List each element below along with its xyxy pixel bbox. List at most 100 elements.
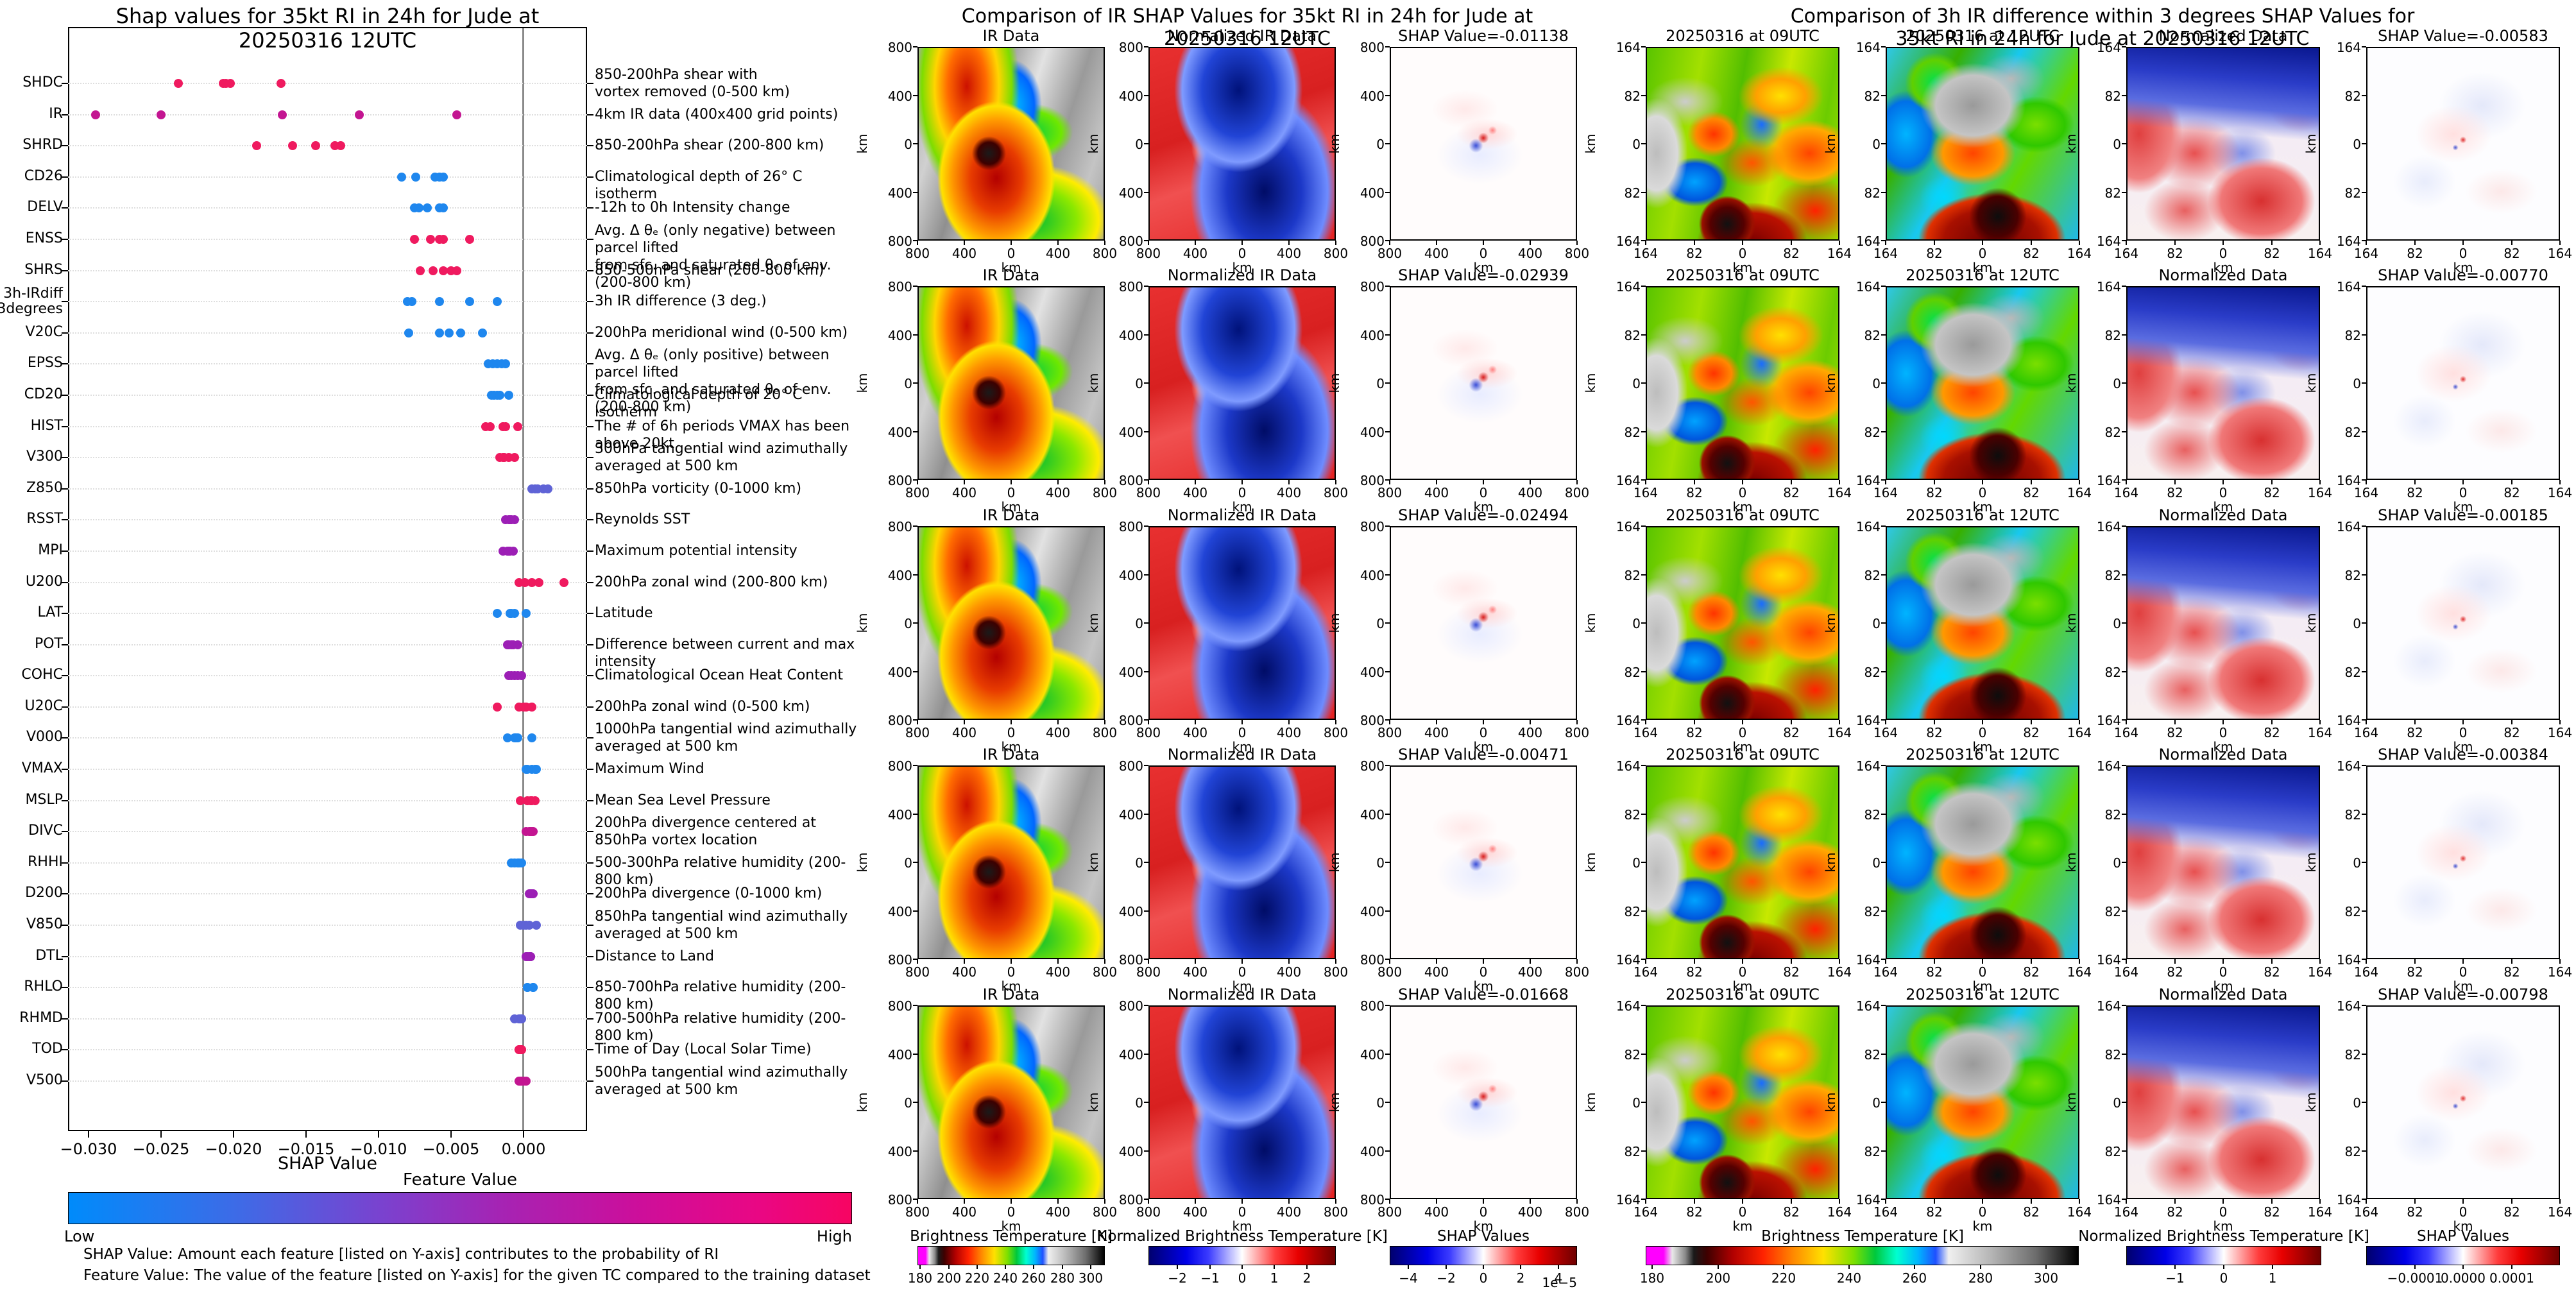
- map-x-tick-mark: [2511, 480, 2512, 484]
- map-panel-irdiff-r1c1: [1646, 47, 1839, 241]
- map-x-tick-label: 800: [1377, 246, 1403, 261]
- map-y-axis-label: km: [1327, 133, 1342, 154]
- map-x-axis-label: km: [2453, 1218, 2473, 1234]
- map-x-tick-mark: [2414, 959, 2416, 964]
- map-x-tick-label: 82: [1926, 485, 1943, 500]
- map-y-tick-label: 164: [1855, 998, 1881, 1014]
- map-y-tick-label: 82: [1864, 568, 1881, 583]
- map-x-tick-label: 400: [951, 725, 977, 740]
- feature-gridline: [68, 519, 587, 520]
- map-x-tick-mark: [2559, 959, 2561, 964]
- map-y-tick-mark: [1385, 286, 1390, 287]
- y-tick-mark: [62, 956, 68, 957]
- map-x-tick-mark: [2174, 241, 2176, 245]
- map-y-tick-label: 0: [1135, 1095, 1143, 1111]
- y-tick-mark: [62, 551, 68, 552]
- map-y-tick-mark: [1641, 479, 1646, 481]
- feature-gridline: [68, 893, 587, 894]
- map-x-tick-mark: [2079, 241, 2080, 245]
- desc-tick-mark: [587, 551, 593, 552]
- map-y-tick-label: 800: [1118, 519, 1143, 534]
- map-x-axis-label: km: [2453, 499, 2473, 515]
- feature-gridline: [68, 644, 587, 645]
- map-y-tick-mark: [913, 574, 917, 576]
- map-y-tick-label: 164: [2096, 758, 2121, 774]
- map-y-tick-label: 800: [1360, 40, 1385, 55]
- map-x-tick-mark: [1576, 959, 1578, 964]
- map-colorbar-tick-label: 260: [1902, 1270, 1927, 1286]
- map-panel-ir-r1c3: [1390, 47, 1577, 241]
- map-y-tick-label: 0: [1376, 855, 1385, 871]
- shap-dot: [522, 609, 531, 618]
- map-x-tick-mark: [2271, 1199, 2273, 1204]
- map-y-tick-label: 400: [887, 185, 912, 201]
- map-y-axis-label: km: [2063, 613, 2079, 633]
- shap-dot: [517, 1014, 526, 1023]
- map-colorbar-tick-label: −0.0001: [2387, 1270, 2443, 1286]
- map-x-tick-mark: [1742, 959, 1743, 964]
- map-panel-ir-r1c2: [1148, 47, 1336, 241]
- map-y-tick-mark: [1881, 431, 1886, 432]
- map-colorbar: [1390, 1246, 1577, 1265]
- map-x-tick-label: 800: [1136, 485, 1161, 500]
- map-x-tick-label: 164: [1633, 1204, 1659, 1220]
- map-x-tick-mark: [1288, 720, 1290, 724]
- map-x-tick-mark: [1982, 480, 1983, 484]
- map-x-tick-mark: [1576, 241, 1578, 245]
- map-y-tick-mark: [1385, 814, 1390, 815]
- map-y-tick-mark: [1144, 334, 1148, 336]
- map-y-tick-label: 164: [2096, 279, 2121, 295]
- map-y-tick-label: 0: [1135, 855, 1143, 871]
- map-x-tick-label: 400: [951, 485, 977, 500]
- map-x-tick-label: 0: [2459, 964, 2468, 980]
- y-tick-mark: [62, 114, 68, 115]
- map-x-tick-label: 82: [1926, 246, 1943, 261]
- shap-dot: [423, 203, 432, 212]
- map-y-tick-mark: [1385, 671, 1390, 672]
- map-x-tick-mark: [1436, 959, 1437, 964]
- map-x-tick-label: 164: [1873, 964, 1898, 980]
- map-y-tick-mark: [2122, 240, 2126, 241]
- map-y-tick-label: 164: [1616, 40, 1641, 55]
- map-y-tick-mark: [1881, 46, 1886, 47]
- map-y-axis-label: km: [1583, 1092, 1598, 1113]
- map-y-tick-mark: [1144, 959, 1148, 960]
- map-y-tick-label: 164: [2336, 234, 2361, 249]
- desc-tick-mark: [587, 83, 593, 84]
- map-x-tick-mark: [1885, 720, 1886, 724]
- desc-tick-mark: [587, 737, 593, 738]
- feature-label-epss: EPSS: [27, 355, 63, 371]
- map-y-tick-mark: [1385, 959, 1390, 960]
- shap-dot: [410, 235, 419, 244]
- map-y-tick-mark: [1385, 719, 1390, 721]
- map-y-tick-label: 800: [887, 519, 912, 534]
- desc-tick-mark: [587, 457, 593, 458]
- map-y-tick-label: 82: [2344, 425, 2361, 440]
- map-colorbar: [1148, 1246, 1336, 1265]
- map-y-tick-label: 800: [887, 473, 912, 488]
- feature-label-rhmd: RHMD: [19, 1010, 63, 1026]
- map-y-tick-label: 164: [2336, 40, 2361, 55]
- map-x-tick-mark: [2271, 959, 2273, 964]
- map-x-tick-mark: [2079, 480, 2080, 484]
- map-colorbar-tick-label: 180: [1639, 1270, 1665, 1286]
- x-tick-label: 0.000: [501, 1140, 546, 1158]
- feature-label-v500: V500: [26, 1072, 63, 1088]
- map-x-tick-mark: [1483, 241, 1484, 245]
- map-x-tick-label: 0: [1738, 1204, 1747, 1220]
- map-x-tick-label: 82: [1686, 964, 1703, 980]
- feature-label-mpi: MPI: [38, 542, 63, 558]
- feature-gridline: [68, 395, 587, 396]
- desc-tick-mark: [587, 831, 593, 832]
- map-x-tick-mark: [2462, 959, 2464, 964]
- x-tick-mark: [305, 1131, 307, 1138]
- map-y-tick-mark: [1641, 1150, 1646, 1152]
- map-y-tick-label: 800: [887, 998, 912, 1014]
- map-y-tick-label: 800: [1118, 758, 1143, 774]
- shap-dot: [501, 422, 510, 431]
- map-y-tick-mark: [913, 192, 917, 193]
- map-x-axis-label: km: [1732, 1218, 1753, 1234]
- map-y-tick-label: 800: [887, 1192, 912, 1208]
- map-x-tick-mark: [2366, 720, 2367, 724]
- shap-dot: [445, 329, 454, 337]
